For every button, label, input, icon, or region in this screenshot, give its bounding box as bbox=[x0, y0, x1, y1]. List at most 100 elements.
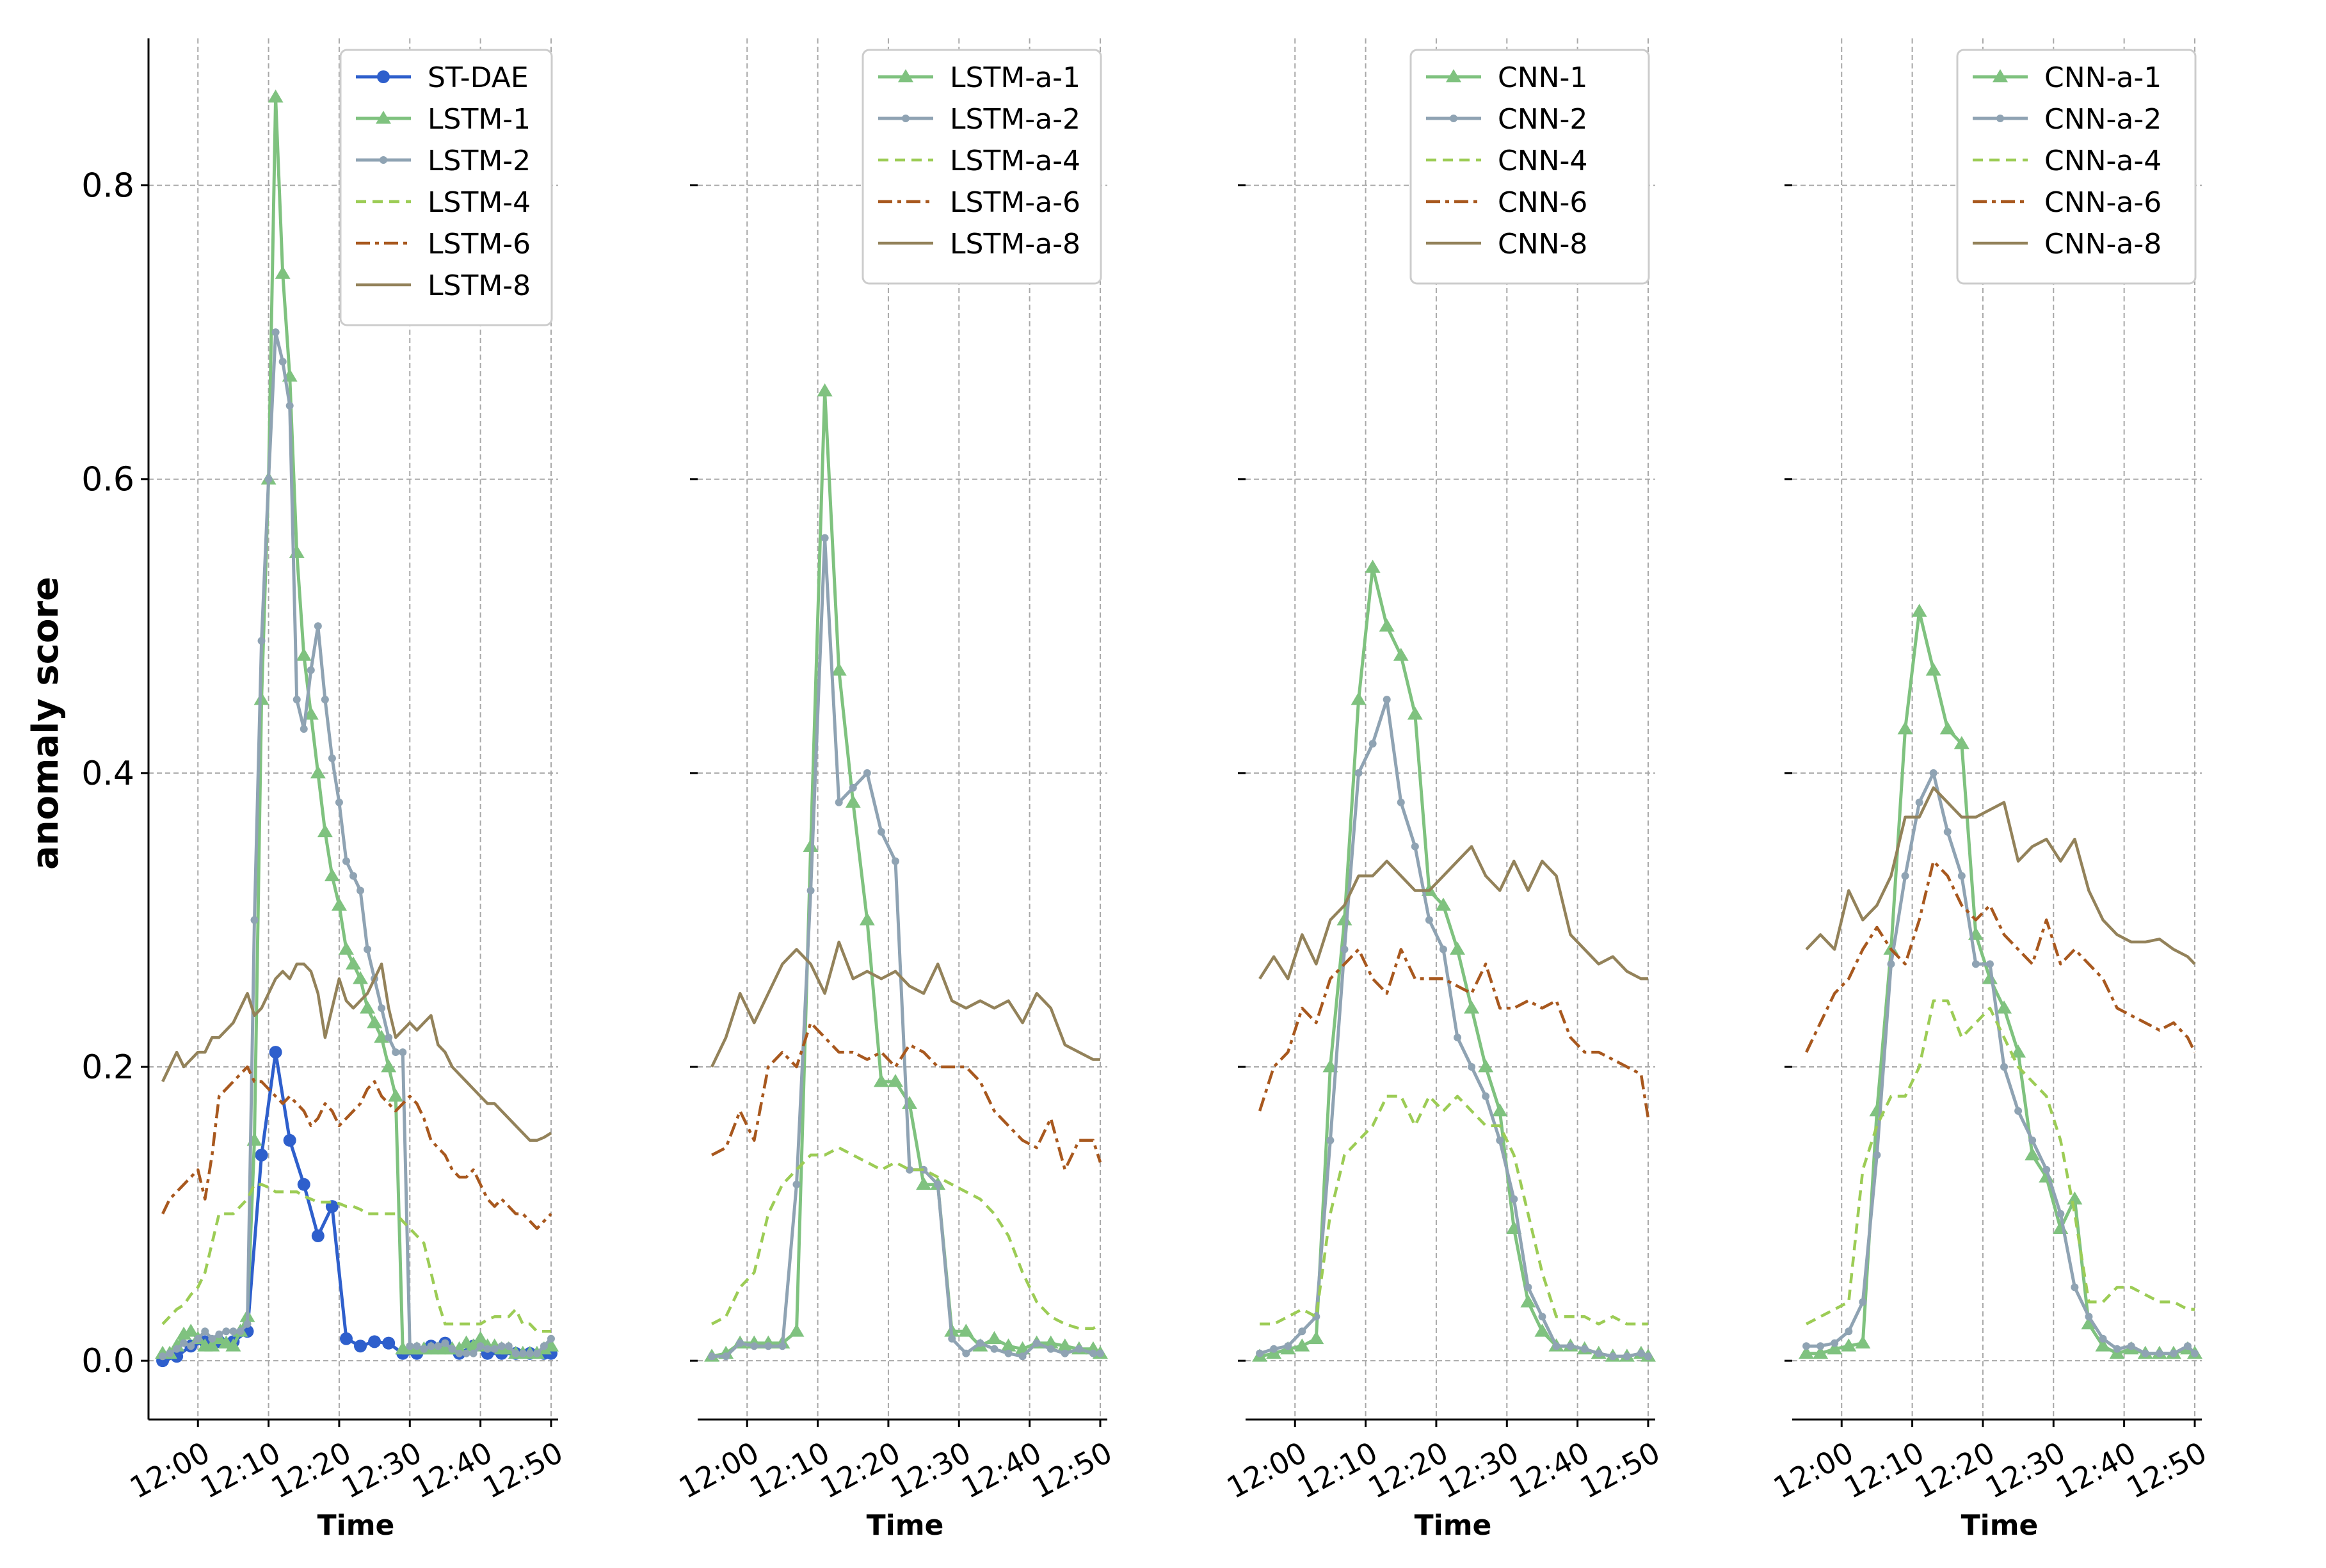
data-point bbox=[1971, 960, 1980, 968]
data-point bbox=[194, 1334, 202, 1343]
data-point bbox=[1901, 872, 1909, 880]
data-point bbox=[1594, 1349, 1603, 1357]
data-point bbox=[789, 1324, 805, 1337]
data-point bbox=[180, 1339, 188, 1347]
x-tick-label: 12:40 bbox=[2050, 1435, 2141, 1505]
legend-marker bbox=[1446, 69, 1461, 83]
y-tick-label: 0.4 bbox=[81, 755, 134, 793]
data-point bbox=[1379, 618, 1395, 632]
data-point bbox=[2155, 1349, 2163, 1357]
data-point bbox=[374, 1030, 390, 1043]
data-point bbox=[2010, 1044, 2026, 1058]
data-point bbox=[859, 912, 875, 925]
data-point bbox=[1496, 1136, 1504, 1144]
data-point bbox=[406, 1342, 414, 1350]
data-point bbox=[1939, 721, 1955, 735]
legend: CNN-1 CNN-2 CNN-4 CNN-6 CNN-8 bbox=[1409, 49, 1650, 285]
x-tick-label: 12:50 bbox=[1027, 1435, 1118, 1505]
y-axis-label: anomaly score bbox=[25, 577, 67, 870]
series-lstm-2 bbox=[159, 328, 555, 1361]
data-point bbox=[297, 1178, 310, 1191]
data-point bbox=[1566, 1342, 1575, 1350]
data-point bbox=[1061, 1349, 1069, 1357]
series-lstm-a-2 bbox=[708, 534, 1104, 1361]
data-point bbox=[222, 1327, 230, 1336]
data-point bbox=[1393, 648, 1409, 661]
data-point bbox=[469, 1349, 477, 1357]
x-axis-label: Time bbox=[1961, 1509, 2039, 1542]
data-point bbox=[169, 1338, 185, 1352]
data-point bbox=[420, 1345, 428, 1353]
legend-box bbox=[1956, 49, 2197, 285]
data-point bbox=[1397, 798, 1405, 806]
x-tick-label: 12:40 bbox=[406, 1435, 497, 1505]
data-point bbox=[887, 1073, 903, 1087]
data-point bbox=[378, 1004, 386, 1012]
series-line bbox=[161, 1183, 551, 1333]
data-point bbox=[1450, 941, 1466, 955]
data-point bbox=[986, 1331, 1002, 1345]
legend-item: CNN-1 bbox=[1426, 61, 1587, 94]
legend-label: LSTM-8 bbox=[428, 269, 531, 302]
panels: 0.00.20.40.60.812:0012:1012:2012:3012:40… bbox=[81, 38, 2212, 1542]
legend-label: CNN-a-4 bbox=[2044, 145, 2162, 177]
legend-label: LSTM-4 bbox=[428, 186, 531, 219]
legend-label: LSTM-1 bbox=[428, 103, 531, 136]
legend-marker bbox=[377, 70, 390, 83]
series-cnn-a-2 bbox=[1802, 769, 2199, 1357]
x-axis-label: Time bbox=[1415, 1509, 1492, 1542]
data-point bbox=[388, 1088, 404, 1102]
x-axis-label: Time bbox=[867, 1509, 944, 1542]
series-lstm-8 bbox=[161, 963, 552, 1142]
data-point bbox=[1482, 1092, 1490, 1100]
data-point bbox=[1492, 1103, 1508, 1117]
data-point bbox=[257, 637, 266, 645]
data-point bbox=[338, 941, 354, 955]
data-point bbox=[1887, 960, 1895, 968]
data-point bbox=[835, 798, 843, 806]
series-cnn-a-1 bbox=[1799, 604, 2202, 1359]
data-point bbox=[324, 868, 340, 881]
legend-item: CNN-a-2 bbox=[1973, 103, 2162, 136]
data-point bbox=[1464, 1000, 1480, 1014]
legend-item: LSTM-6 bbox=[356, 228, 531, 260]
data-point bbox=[271, 328, 280, 337]
data-point bbox=[331, 897, 347, 911]
data-point bbox=[455, 1349, 463, 1357]
data-point bbox=[806, 886, 815, 895]
series-line bbox=[711, 389, 1102, 1358]
data-point bbox=[1018, 1352, 1027, 1361]
legend-item: LSTM-2 bbox=[356, 145, 531, 177]
series-line bbox=[161, 963, 552, 1142]
data-point bbox=[204, 1338, 220, 1352]
x-tick-label: 12:10 bbox=[195, 1435, 285, 1505]
legend-marker bbox=[376, 111, 391, 124]
data-point bbox=[1943, 828, 1952, 836]
data-point bbox=[2081, 1316, 2097, 1330]
data-point bbox=[1873, 1151, 1881, 1159]
series-lstm-a-4 bbox=[711, 1146, 1102, 1330]
data-point bbox=[540, 1342, 548, 1350]
data-point bbox=[368, 1335, 381, 1348]
legend-item: LSTM-a-1 bbox=[878, 61, 1080, 94]
data-point bbox=[1004, 1349, 1013, 1357]
data-point bbox=[1468, 1063, 1476, 1071]
data-point bbox=[2071, 1283, 2079, 1292]
data-point bbox=[349, 872, 357, 880]
x-tick-label: 12:30 bbox=[885, 1435, 976, 1505]
data-point bbox=[413, 1342, 421, 1350]
legend-box bbox=[1409, 49, 1650, 285]
data-point bbox=[2190, 1349, 2199, 1357]
data-point bbox=[1538, 1313, 1546, 1321]
data-point bbox=[285, 401, 294, 410]
x-tick-label: 12:20 bbox=[1363, 1435, 1454, 1505]
data-point bbox=[2085, 1313, 2093, 1321]
series-line bbox=[1806, 609, 2196, 1356]
data-point bbox=[1552, 1342, 1560, 1350]
data-point bbox=[1911, 604, 1927, 617]
data-point bbox=[1957, 872, 1966, 880]
data-point bbox=[845, 794, 861, 808]
x-tick-label: 12:50 bbox=[477, 1435, 568, 1505]
data-point bbox=[2042, 1165, 2051, 1174]
data-point bbox=[427, 1342, 435, 1350]
